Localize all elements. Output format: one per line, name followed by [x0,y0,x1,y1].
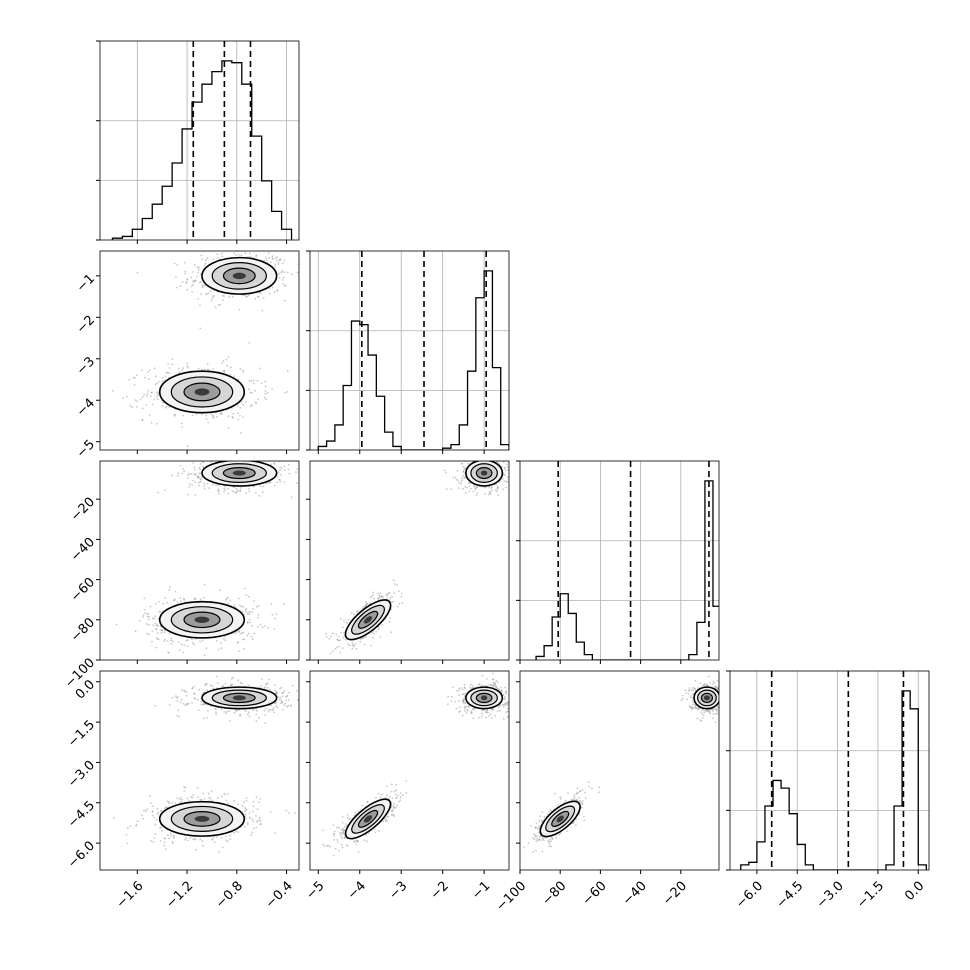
panel-frame-3-1 [309,670,510,871]
contour-level-3-1-1-3 [363,815,373,823]
x-tick-label-0-3: −0.4 [263,879,296,912]
x-tick-label-2-0: −100 [493,879,529,915]
contour-level-3-2-0-3 [703,695,710,701]
panel-frame-1-0 [99,250,300,451]
panel-frame-2-1 [309,460,510,661]
panel-frame-1-1 [309,250,510,451]
panel-1-0 [96,250,300,454]
y-tick-label-3-1: −4.5 [65,798,98,831]
x-tick-label-0-2: −0.8 [213,879,246,912]
panel-2-1 [306,460,510,664]
y-tick-label-2-2: −60 [68,575,98,605]
y-tick-label-2-4: −20 [68,495,98,525]
x-tick-label-1-2: −3 [386,879,410,903]
panel-1-1 [306,250,510,454]
panel-2-0 [96,460,300,664]
contours-3-1-1 [344,798,392,840]
x-tick-label-2-2: −60 [580,879,610,909]
contour-level-2-0-0-3 [232,470,246,476]
panel-frame-0-0 [99,40,300,241]
contour-level-3-2-1-3 [556,815,564,823]
y-tick-label-1-2: −3 [74,354,98,378]
contour-level-2-0-1-3 [194,616,210,623]
histogram-1 [317,270,509,450]
contours-2-0-0 [201,461,278,487]
x-tick-label-0-1: −1.2 [163,879,196,912]
contours-1-0-0 [201,256,278,295]
contour-level-1-0-0-3 [232,272,246,280]
y-tick-label-1-3: −2 [74,313,98,337]
contour-level-1-0-1-3 [194,388,210,396]
panel-3-2 [516,670,720,874]
y-tick-label-3-0: −6.0 [65,839,98,872]
x-tick-label-3-4: 0.0 [902,879,927,904]
x-tick-label-0-0: −1.6 [114,879,147,912]
contours-2-1-1 [344,599,392,641]
contours-3-0-1 [158,800,246,837]
x-tick-label-1-3: −2 [428,879,452,903]
histogram-0 [111,60,293,240]
contour-level-3-0-0-3 [232,695,246,701]
contour-level-2-1-1-3 [363,616,373,624]
panel-frame-3-2 [519,670,720,871]
panel-0-0 [96,40,300,244]
histogram-3 [740,690,927,870]
y-tick-label-3-2: −3.0 [65,758,98,791]
contour-level-2-1-0-3 [480,470,488,476]
panel-3-0 [96,670,300,874]
x-tick-label-1-0: −5 [303,879,327,903]
y-tick-label-2-3: −40 [68,535,98,565]
x-tick-label-3-0: −6.0 [733,879,766,912]
x-tick-label-3-3: −1.5 [854,879,887,912]
contours-2-1-0 [465,461,504,487]
y-tick-label-1-1: −4 [74,396,98,420]
panel-2-2 [516,460,720,664]
contours-2-0-1 [158,600,246,639]
panel-frame-2-0 [99,460,300,661]
x-tick-label-2-3: −40 [620,879,650,909]
x-tick-label-1-4: −1 [469,879,493,903]
contours-1-0-1 [158,370,246,414]
x-tick-label-1-1: −4 [345,879,369,903]
contours-3-0-0 [201,686,278,710]
y-tick-label-3-3: −1.5 [65,718,98,751]
contours-3-2-1 [539,800,581,838]
x-tick-label-3-2: −3.0 [814,879,847,912]
histogram-2 [535,480,719,660]
x-tick-label-3-1: −4.5 [774,879,807,912]
panel-3-1 [306,670,510,874]
contours-3-2-0 [693,686,719,710]
x-tick-label-2-4: −20 [660,879,690,909]
panel-frame-3-3 [729,670,930,871]
y-tick-label-2-1: −80 [68,615,98,645]
y-tick-label-1-4: −1 [74,271,98,295]
panel-frame-2-2 [519,460,720,661]
contours-3-1-0 [465,686,504,710]
contour-level-3-1-0-3 [480,695,488,701]
x-tick-label-2-1: −80 [539,879,569,909]
y-tick-label-1-0: −5 [74,437,98,461]
contour-level-3-0-1-3 [194,815,210,822]
panel-3-3 [726,670,930,874]
panel-frame-3-0 [99,670,300,871]
